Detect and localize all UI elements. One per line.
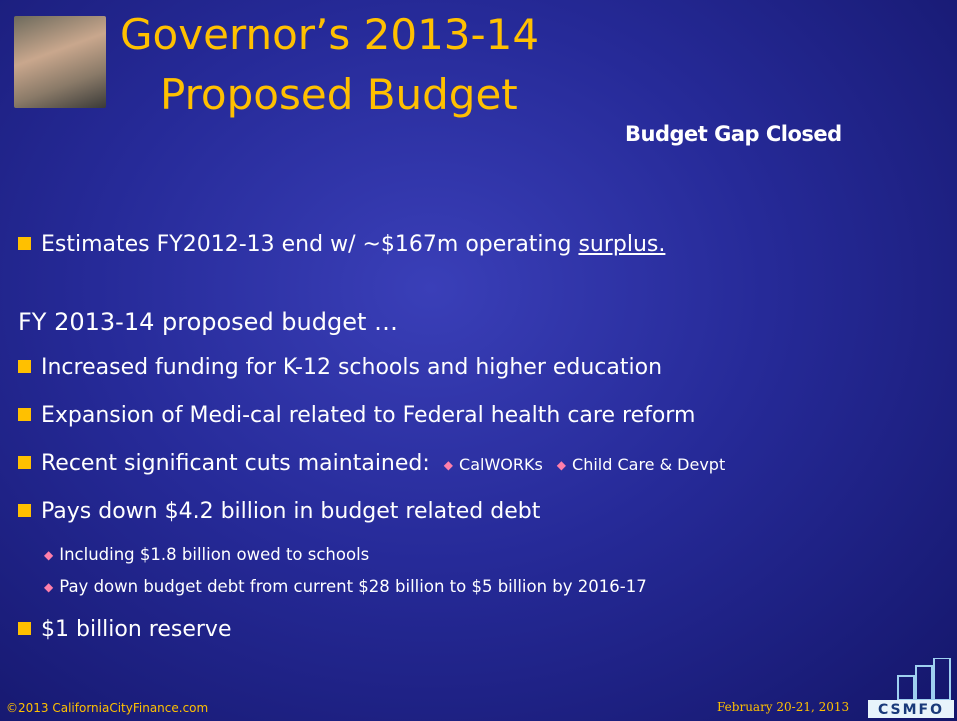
bullet: Expansion of Medi-cal related to Federal… bbox=[18, 403, 695, 428]
title: Proposed Budget bbox=[160, 70, 518, 119]
text: Estimates FY2012-13 end w/ ~$167m operat… bbox=[41, 232, 579, 257]
governor-photo bbox=[14, 16, 106, 108]
bullet: Increased funding for K-12 schools and h… bbox=[18, 355, 662, 380]
heading: FY 2013-14 proposed budget … bbox=[18, 308, 399, 336]
sub-bullet: Including $1.8 billion owed to schools bbox=[44, 545, 369, 564]
bullet: Pays down $4.2 billion in budget related… bbox=[18, 499, 540, 524]
link: surplus. bbox=[578, 232, 666, 257]
sub-bullet: Pay down budget debt from current $28 bi… bbox=[44, 577, 647, 596]
logo-text: CSMFO bbox=[878, 702, 944, 718]
bullet: Recent significant cuts maintained: CalWO… bbox=[18, 451, 725, 476]
date: February 20-21, 2013 bbox=[717, 700, 850, 714]
text: Recent significant cuts maintained: bbox=[41, 451, 430, 476]
cut-item: CalWORKs bbox=[444, 455, 543, 474]
copyright: ©2013 CaliforniaCityFinance.com bbox=[6, 701, 209, 715]
bullet: $1 billion reserve bbox=[18, 617, 232, 642]
subtitle: Budget Gap Closed bbox=[625, 122, 842, 146]
cut-item: Child Care & Devpt bbox=[557, 455, 725, 474]
bullet: Estimates FY2012-13 end w/ ~$167m operat… bbox=[18, 232, 665, 257]
logo: CSMFO bbox=[868, 658, 954, 718]
title: Governor’s 2013-14 bbox=[120, 10, 540, 59]
